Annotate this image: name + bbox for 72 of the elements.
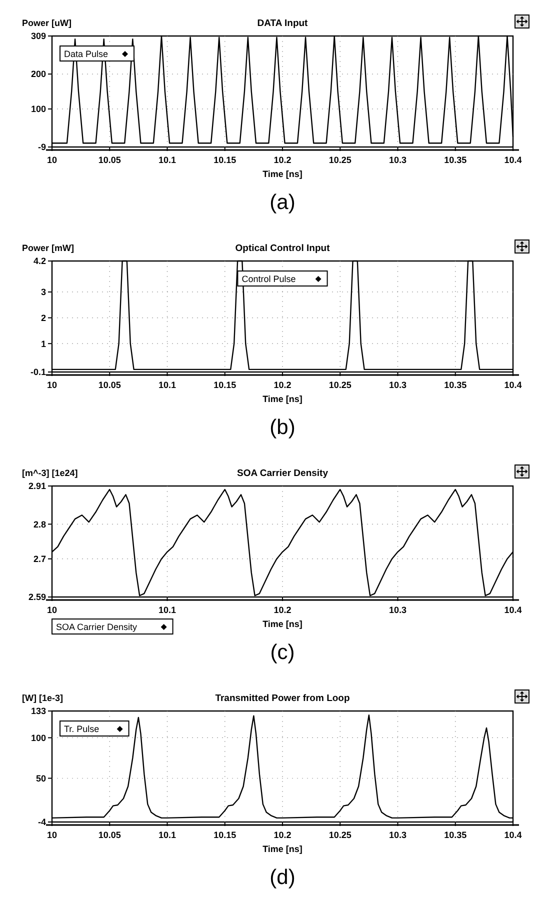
y-tick-label: 200 [30, 69, 46, 80]
x-tick-label: 10.3 [388, 830, 407, 840]
y-tick-label: 309 [30, 31, 46, 42]
line-series [51, 714, 514, 819]
y-tick-label: 2.7 [33, 554, 46, 564]
x-tick-label: 10.1 [158, 380, 176, 390]
y-tick-label: 100 [30, 732, 46, 743]
x-tick-label: 10.2 [274, 605, 292, 615]
x-axis-title: Time [ns] [262, 169, 302, 179]
x-tick-label: 10.3 [388, 380, 407, 390]
x-tick-label: 10.25 [328, 830, 352, 840]
text: (a) [270, 191, 296, 214]
x-tick-label: 10.2 [274, 380, 292, 390]
text: (c) [270, 641, 295, 664]
x-tick-label: 10.1 [158, 830, 176, 840]
x-tick-label: 10.2 [274, 155, 292, 165]
y-tick-label: 2.8 [33, 519, 46, 530]
y-axis-title: [W] [1e-3] [22, 693, 63, 703]
x-tick-label: 10.15 [214, 830, 236, 840]
x-tick-label: 10 [46, 830, 58, 840]
text: (d) [270, 866, 296, 889]
x-tick-label: 10.15 [214, 155, 236, 165]
y-tick-label: 2 [40, 312, 46, 323]
y-tick-label: 3 [40, 287, 46, 298]
y-tick-label: 100 [30, 104, 46, 114]
legend-label: Data Pulse [64, 49, 108, 59]
y-tick-label: 1 [40, 338, 46, 349]
chart-title: DATA Input [257, 18, 309, 29]
chart-title: Optical Control Input [235, 243, 331, 254]
x-axis-title: Time [ns] [262, 844, 302, 854]
line-series [51, 488, 514, 596]
x-tick-label: 10.1 [158, 155, 176, 165]
text: (b) [270, 416, 296, 439]
y-axis-title: Power [uW] [22, 18, 72, 28]
y-axis-title: Power [mW] [22, 243, 74, 253]
x-tick-label: 10.4 [504, 605, 522, 615]
y-tick-label: 133 [30, 706, 46, 716]
line-series [51, 35, 514, 144]
y-tick-label: 2.91 [28, 481, 46, 492]
chart-title: Transmitted Power from Loop [215, 693, 350, 704]
chart-title: SOA Carrier Density [237, 468, 329, 479]
x-tick-label: 10.05 [98, 380, 121, 390]
legend-label: Control Pulse [242, 274, 296, 284]
x-tick-label: 10 [46, 155, 58, 165]
y-tick-label: 2.59 [28, 592, 46, 602]
x-tick-label: 10.35 [444, 155, 467, 165]
x-tick-label: 10.05 [98, 830, 121, 840]
x-tick-label: 10.4 [504, 830, 522, 840]
y-tick-label: 4.2 [33, 256, 46, 266]
y-tick-label: 50 [36, 773, 46, 784]
x-tick-label: 10.05 [98, 155, 121, 165]
y-tick-label: -4 [38, 817, 46, 828]
y-tick-label: -9 [38, 142, 46, 152]
x-axis-title: Time [ns] [262, 619, 302, 629]
x-tick-label: 10.4 [504, 155, 522, 165]
y-axis-title: [m^-3] [1e24] [22, 468, 78, 478]
x-tick-label: 10.3 [388, 605, 407, 615]
x-axis-title: Time [ns] [262, 394, 302, 404]
x-tick-label: 10.35 [444, 830, 467, 840]
x-tick-label: 10.25 [328, 155, 352, 165]
x-tick-label: 10 [46, 605, 58, 615]
x-tick-label: 10.1 [158, 605, 176, 615]
text: SOA Carrier Density [56, 622, 138, 632]
x-tick-label: 10.35 [444, 380, 467, 390]
x-tick-label: 10.2 [274, 830, 292, 840]
y-tick-label: -0.1 [30, 367, 46, 378]
x-tick-label: 10.3 [388, 155, 407, 165]
x-tick-label: 10.15 [214, 380, 236, 390]
x-tick-label: 10 [46, 380, 58, 390]
x-tick-label: 10.4 [504, 380, 522, 390]
legend-label: Tr. Pulse [64, 724, 100, 734]
x-tick-label: 10.25 [328, 380, 352, 390]
